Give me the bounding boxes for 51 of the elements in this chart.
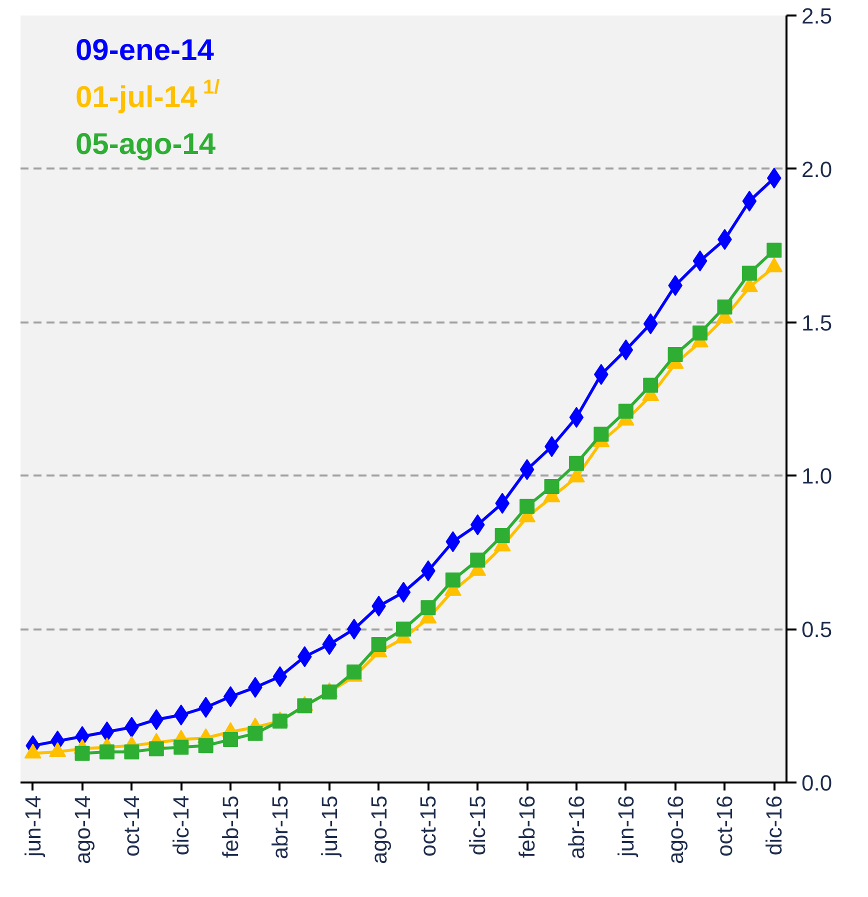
x-tick-label: abr-16 bbox=[564, 796, 589, 860]
point bbox=[124, 744, 140, 760]
x-tick-label: dic-14 bbox=[168, 796, 194, 856]
point bbox=[494, 528, 510, 544]
x-tick-label: ago-14 bbox=[70, 795, 95, 864]
point bbox=[643, 378, 658, 393]
point bbox=[223, 732, 238, 748]
point bbox=[668, 347, 683, 362]
point bbox=[520, 498, 535, 514]
point bbox=[272, 714, 288, 729]
point bbox=[74, 746, 90, 761]
x-tick-label: ago-16 bbox=[662, 795, 688, 864]
y-tick-label: 0.5 bbox=[802, 617, 832, 642]
point bbox=[198, 738, 214, 754]
x-tick-label: oct-16 bbox=[712, 795, 738, 857]
point bbox=[174, 740, 189, 755]
x-tick-label: oct-14 bbox=[119, 795, 144, 857]
text: 05-ago-14 bbox=[76, 128, 216, 161]
point bbox=[445, 572, 460, 588]
point bbox=[396, 622, 411, 637]
point bbox=[148, 741, 164, 756]
y-tick-label: 1.0 bbox=[802, 464, 832, 489]
x-tick-label: jun-14 bbox=[20, 796, 46, 858]
point bbox=[618, 404, 634, 419]
x-tick-label: feb-16 bbox=[514, 795, 540, 858]
point bbox=[470, 552, 486, 568]
y-tick-label: 2.5 bbox=[802, 4, 832, 28]
point bbox=[99, 744, 114, 760]
x-tick-label: feb-15 bbox=[218, 795, 244, 858]
point bbox=[420, 600, 436, 616]
point bbox=[297, 698, 312, 714]
x-tick-label: oct-15 bbox=[416, 795, 441, 857]
x-tick-label: dic-15 bbox=[465, 796, 490, 856]
point bbox=[248, 726, 263, 741]
point bbox=[717, 299, 732, 314]
y-tick-label: 2.0 bbox=[802, 156, 832, 182]
y-tick-label: 0.0 bbox=[802, 770, 832, 796]
point bbox=[568, 456, 584, 471]
x-tick-label: ago-15 bbox=[366, 795, 392, 864]
x-tick-label: dic-16 bbox=[762, 796, 787, 856]
text: 09-ene-14 bbox=[76, 34, 214, 67]
x-tick-label: jun-16 bbox=[613, 796, 638, 858]
point bbox=[544, 478, 560, 494]
point bbox=[594, 426, 609, 442]
x-tick-label: abr-15 bbox=[267, 796, 292, 860]
x-tick-label: jun-15 bbox=[316, 796, 342, 858]
point bbox=[692, 326, 708, 341]
point bbox=[371, 636, 386, 652]
point bbox=[766, 242, 782, 258]
y-tick-label: 1.5 bbox=[802, 310, 832, 336]
point bbox=[742, 266, 757, 281]
